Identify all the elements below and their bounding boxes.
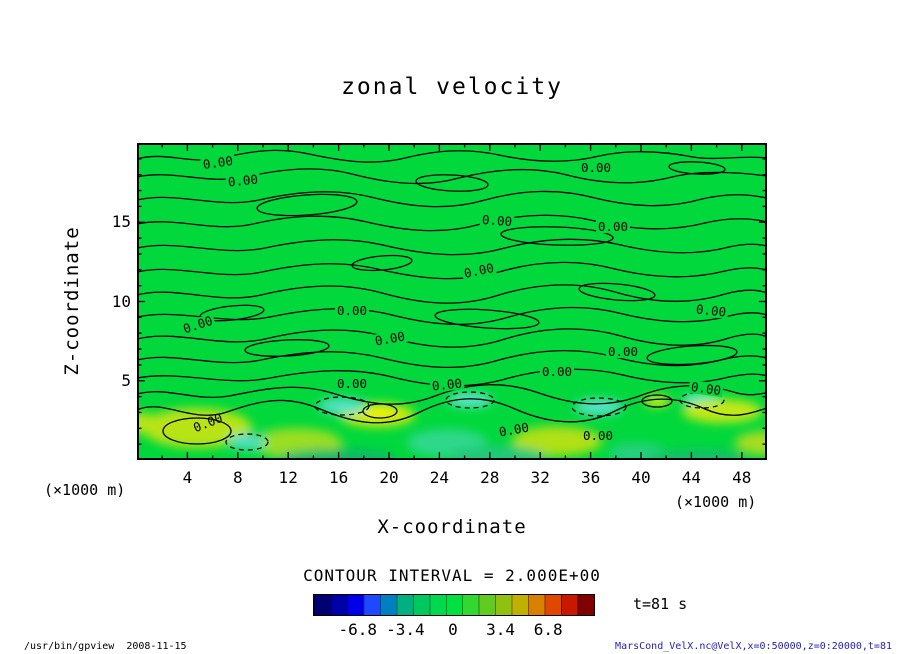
x-axis-tick-label: 36	[580, 468, 601, 487]
colorbar-tick-label: 6.8	[533, 620, 563, 639]
x-axis-tick-label: 24	[429, 468, 450, 487]
contour-line-label: 0.00	[481, 212, 512, 229]
contour-line-label: 0.00	[583, 428, 613, 443]
x-axis-tick-label: 8	[232, 468, 243, 487]
contour-line-label: 0.00	[374, 329, 406, 349]
y-axis-tick-label: 10	[111, 291, 131, 311]
contour-line-label: 0.00	[581, 160, 611, 175]
contour-line-label: 0.00	[608, 344, 638, 359]
footer-dataset-info: MarsCond_VelX.nc@VelX,x=0:50000,z=0:2000…	[615, 641, 892, 652]
colorbar-tick-label: 3.4	[486, 620, 516, 639]
x-axis-unit: (×1000 m)	[675, 493, 757, 511]
x-axis-tick-label: 32	[530, 468, 550, 487]
contour-line-label: 0.00	[542, 364, 572, 379]
y-axis-title: Z-coordinate	[61, 226, 83, 376]
contour-plot: 0.00 0.00 0.00 0.00 0.00 0.00 0.00 0.00 …	[137, 143, 767, 460]
y-axis-tick-label: 5	[121, 370, 131, 390]
x-axis-tick-label: 4	[182, 468, 193, 487]
contour-line-label: 0.00	[431, 375, 463, 393]
colorbar	[313, 594, 595, 616]
field-patches	[137, 149, 767, 460]
contour-interval-label: CONTOUR INTERVAL = 2.000E+00	[303, 566, 601, 585]
contour-line-label: 0.00	[498, 420, 530, 440]
x-axis-tick-label: 44	[681, 468, 702, 487]
x-axis-tick-label: 16	[328, 468, 349, 487]
colorbar-tick-label: -6.8	[338, 620, 378, 639]
contour-line-label: 0.00	[690, 379, 722, 398]
x-axis-tick-label: 20	[379, 468, 399, 487]
footer-command-date: /usr/bin/gpview 2008-11-15	[24, 641, 187, 652]
colorbar-tick-label: 0	[448, 620, 458, 639]
page-title: zonal velocity	[341, 74, 563, 100]
x-axis-tick-label: 48	[732, 468, 752, 487]
contour-line-label: 0.00	[337, 303, 367, 318]
x-axis-tick-label: 28	[480, 468, 500, 487]
time-label: t=81 s	[633, 595, 688, 613]
contour-labels: 0.00 0.00 0.00 0.00 0.00 0.00 0.00 0.00 …	[179, 153, 729, 443]
colorbar-tick-label: -3.4	[386, 620, 425, 639]
y-axis-unit: (×1000 m)	[44, 481, 126, 499]
contour-line-label: 0.00	[598, 219, 628, 234]
y-axis-tick-label: 15	[111, 212, 131, 232]
contour-line-label: 0.00	[695, 301, 727, 319]
zero-contour-lines	[137, 149, 767, 451]
x-axis-tick-label: 40	[631, 468, 651, 487]
contour-line-label: 0.00	[202, 153, 234, 172]
plot-frame	[137, 143, 767, 460]
x-axis-tick-label: 12	[278, 468, 298, 487]
x-axis-title: X-coordinate	[377, 516, 527, 538]
contour-line-label: 0.00	[337, 376, 367, 391]
plot-area: 0.00 0.00 0.00 0.00 0.00 0.00 0.00 0.00 …	[137, 143, 767, 460]
contour-line-label: 0.00	[463, 260, 496, 281]
contour-line-label: 0.00	[227, 171, 259, 189]
